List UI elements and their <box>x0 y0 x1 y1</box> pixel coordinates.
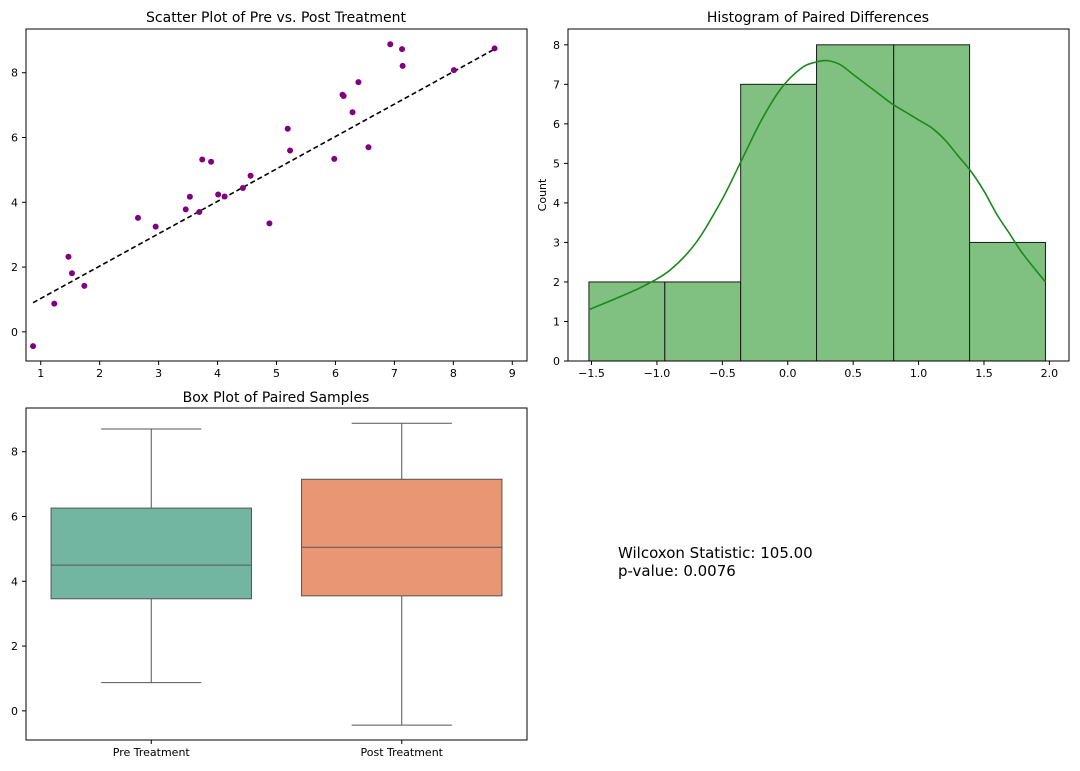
histogram-ytick-label: 1 <box>553 315 560 328</box>
box-iqr <box>50 507 252 600</box>
scatter-point <box>208 158 215 165</box>
scatter-point <box>65 253 72 260</box>
box-ytick-label: 4 <box>11 575 18 588</box>
histogram-ytick-label: 7 <box>553 78 560 91</box>
box-ytick-label: 0 <box>11 705 18 718</box>
scatter-point <box>340 93 347 100</box>
scatter-xtick-label: 6 <box>332 367 339 380</box>
p-value-text: p-value: 0.0076 <box>618 562 736 580</box>
scatter-ytick-label: 8 <box>11 67 18 80</box>
scatter-point <box>186 193 193 200</box>
scatter-point <box>399 46 406 53</box>
scatter-point <box>196 209 203 216</box>
histogram-bar <box>740 83 818 362</box>
scatter-xtick-label: 5 <box>273 367 280 380</box>
scatter-ticks: 1 2 3 4 5 6 7 8 9 0 2 4 6 8 <box>11 67 516 380</box>
histogram-xtick-label: −1.5 <box>578 367 605 380</box>
box-xtick-label: Post Treatment <box>361 746 444 759</box>
wilcoxon-stats: Wilcoxon Statistic: 105.00 p-value: 0.00… <box>618 544 813 580</box>
scatter-point <box>51 300 58 307</box>
histogram-ytick-label: 3 <box>553 236 560 249</box>
scatter-ytick-label: 2 <box>11 261 18 274</box>
histogram-xtick-label: 1.0 <box>910 367 928 380</box>
histogram-xtick-label: 0.5 <box>844 367 862 380</box>
histogram-ylabel: Count <box>536 178 549 211</box>
histogram-ytick-label: 2 <box>553 276 560 289</box>
scatter-xtick-label: 1 <box>37 367 44 380</box>
histogram-kde-line <box>588 59 1047 311</box>
scatter-point <box>287 147 294 154</box>
scatter-point <box>266 220 273 227</box>
histogram-xtick-label: 2.0 <box>1041 367 1059 380</box>
scatter-point <box>182 206 189 213</box>
histogram-title: Histogram of Paired Differences <box>707 10 929 26</box>
histogram-xtick-label: 1.5 <box>975 367 993 380</box>
scatter-fit-line <box>32 48 495 304</box>
box-plot-title: Box Plot of Paired Samples <box>183 390 370 406</box>
histogram-plot: Histogram of Paired Differences Count −1… <box>536 10 1070 380</box>
box-xtick-label: Pre Treatment <box>113 746 191 759</box>
histogram-bars <box>588 44 1046 362</box>
scatter-ytick-label: 6 <box>11 132 18 145</box>
scatter-point <box>247 172 254 179</box>
histogram-ytick-label: 0 <box>553 355 560 368</box>
scatter-point <box>284 125 291 132</box>
histogram-ticks: −1.5 −1.0 −0.5 0.0 0.5 1.0 1.5 2.0 0 1 2 3 4 5 6 7 8 <box>553 39 1058 380</box>
box-iqr <box>301 478 503 597</box>
histogram-xtick-label: 0.0 <box>779 367 797 380</box>
histogram-bar <box>893 44 971 362</box>
box-plot-elements <box>50 422 503 726</box>
scatter-point <box>331 155 338 162</box>
scatter-point <box>81 282 88 289</box>
box-plot: Box Plot of Paired Samples 0 2 4 6 8 Pre Trea… <box>11 390 528 759</box>
scatter-point <box>491 45 498 52</box>
histogram-bar <box>588 281 666 362</box>
histogram-ytick-label: 4 <box>553 197 560 210</box>
scatter-point <box>365 144 372 151</box>
scatter-xtick-label: 3 <box>155 367 162 380</box>
histogram-ytick-label: 5 <box>553 157 560 170</box>
scatter-point <box>349 109 356 116</box>
scatter-xtick-label: 9 <box>509 367 516 380</box>
box-ytick-label: 8 <box>11 446 18 459</box>
scatter-xtick-label: 7 <box>391 367 398 380</box>
scatter-ytick-label: 0 <box>11 326 18 339</box>
histogram-xtick-label: −1.0 <box>644 367 671 380</box>
scatter-point <box>239 185 246 192</box>
box-plot-ticks: 0 2 4 6 8 Pre Treatment Post Treatment <box>11 446 444 759</box>
box-plot-axes-frame <box>25 407 528 741</box>
scatter-title: Scatter Plot of Pre vs. Post Treatment <box>146 10 406 26</box>
histogram-ytick-label: 8 <box>553 39 560 52</box>
histogram-bar <box>969 241 1046 362</box>
histogram-xtick-label: −0.5 <box>709 367 736 380</box>
scatter-points <box>30 41 498 350</box>
scatter-point <box>399 62 406 69</box>
histogram-bar <box>816 44 895 362</box>
scatter-point <box>215 191 222 198</box>
scatter-xtick-label: 4 <box>214 367 221 380</box>
scatter-plot: Scatter Plot of Pre vs. Post Treatment 1… <box>11 10 528 380</box>
scatter-point <box>355 79 362 86</box>
scatter-point <box>450 67 457 74</box>
histogram-bar <box>664 281 742 362</box>
histogram-axes-frame <box>567 28 1070 362</box>
scatter-point <box>221 193 228 200</box>
scatter-axes-frame <box>25 28 528 362</box>
scatter-xtick-label: 2 <box>96 367 103 380</box>
scatter-xtick-label: 8 <box>450 367 457 380</box>
box-ytick-label: 2 <box>11 640 18 653</box>
scatter-ytick-label: 4 <box>11 196 18 209</box>
scatter-point <box>199 156 206 163</box>
scatter-point <box>387 41 394 48</box>
box-ytick-label: 6 <box>11 511 18 524</box>
scatter-point <box>152 223 159 230</box>
scatter-point <box>68 270 75 277</box>
scatter-point <box>30 343 37 350</box>
histogram-ytick-label: 6 <box>553 118 560 131</box>
scatter-point <box>134 214 141 221</box>
wilcoxon-statistic-text: Wilcoxon Statistic: 105.00 <box>618 544 813 562</box>
